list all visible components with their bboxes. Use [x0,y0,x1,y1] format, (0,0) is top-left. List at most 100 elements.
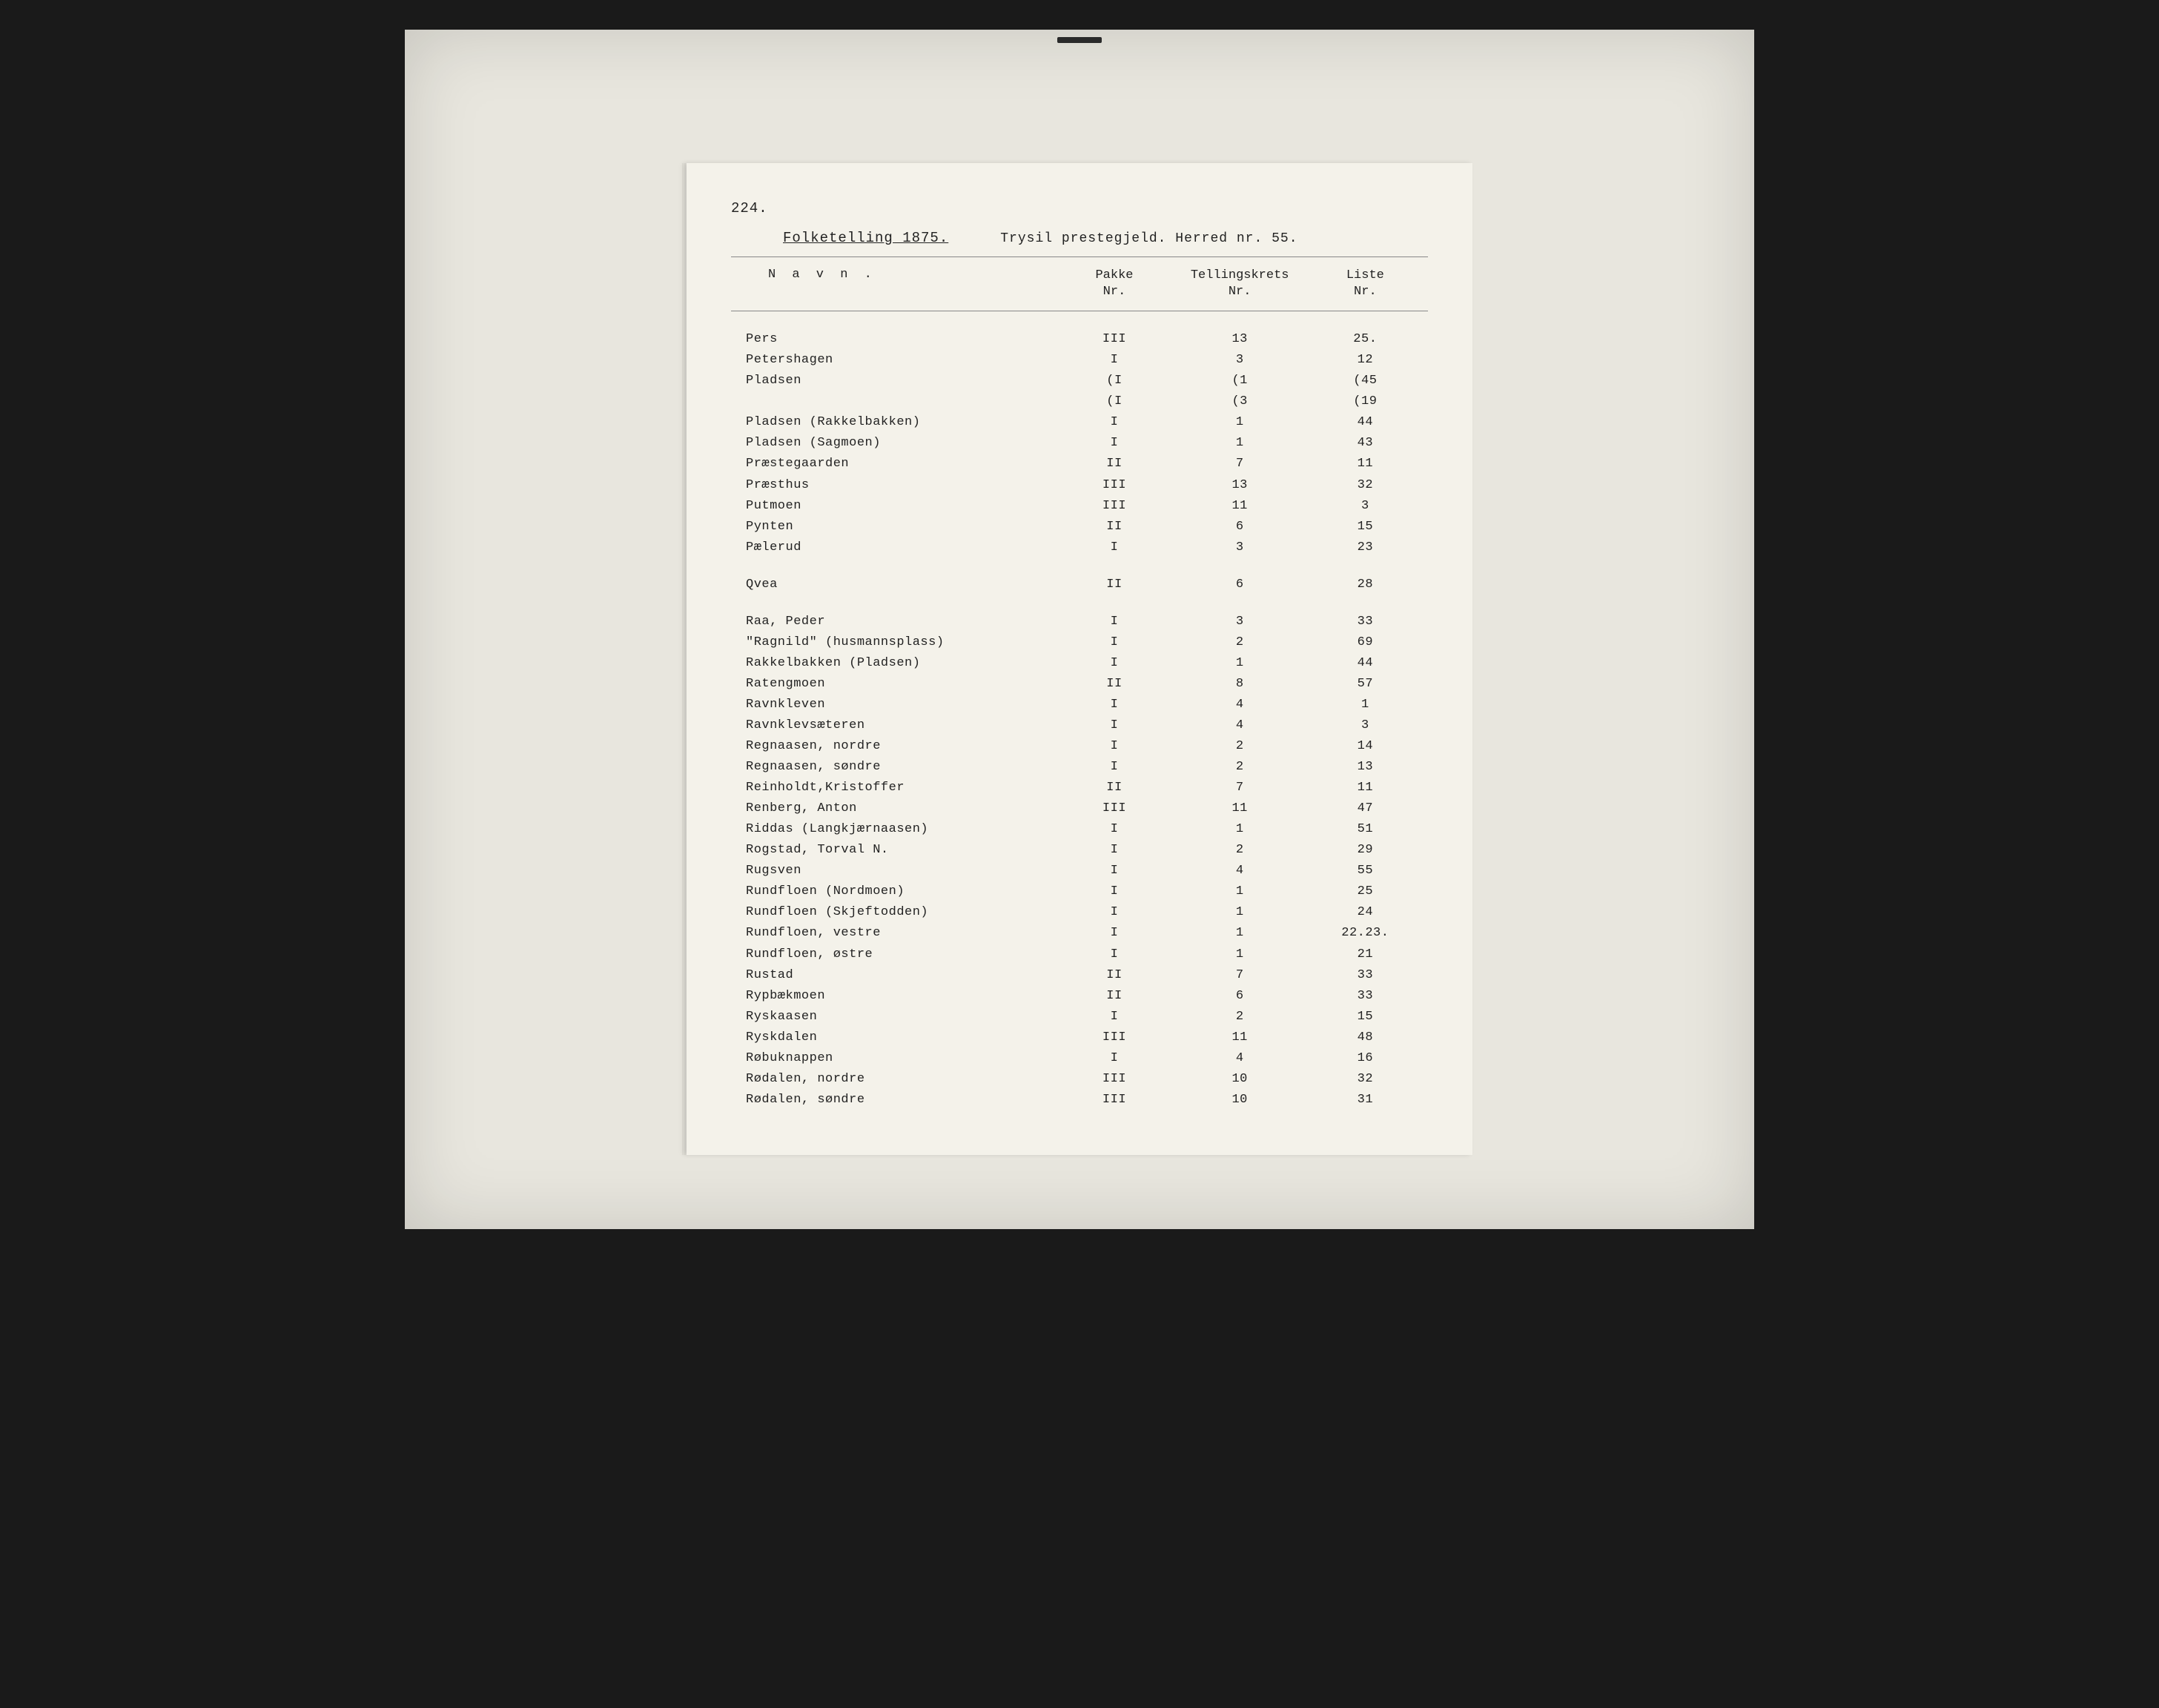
cell-telling: 4 [1177,861,1303,881]
table-row: (I(3(19 [731,391,1428,412]
cell-liste: 11 [1303,778,1428,798]
header-rule-top [731,256,1428,257]
cell-name: Raa, Peder [731,612,1051,632]
cell-pakke: I [1051,840,1177,861]
table-row: Rundfloen (Skjeftodden)I124 [731,902,1428,923]
table-row: RøbuknappenI416 [731,1048,1428,1069]
cell-pakke: III [1051,475,1177,496]
table-row: Regnaasen, søndreI213 [731,757,1428,778]
cell-liste: 28 [1303,575,1428,595]
cell-telling: 6 [1177,575,1303,595]
cell-liste: 48 [1303,1027,1428,1048]
cell-liste: 29 [1303,840,1428,861]
cell-telling: 2 [1177,736,1303,757]
cell-pakke: III [1051,1090,1177,1110]
cell-telling: 11 [1177,798,1303,819]
cell-name [731,391,1051,412]
cell-telling: 1 [1177,433,1303,454]
cell-liste: 55 [1303,861,1428,881]
cell-liste: 15 [1303,1007,1428,1027]
cell-pakke: II [1051,454,1177,474]
film-clip-mark [1057,37,1102,43]
cell-telling: 8 [1177,674,1303,695]
cell-liste: 14 [1303,736,1428,757]
table-row: PræsthusIII1332 [731,475,1428,496]
cell-pakke: II [1051,674,1177,695]
table-row: RyskdalenIII1148 [731,1027,1428,1048]
cell-telling: 1 [1177,412,1303,433]
cell-liste: 31 [1303,1090,1428,1110]
cell-liste: 33 [1303,612,1428,632]
cell-name: Reinholdt,Kristoffer [731,778,1051,798]
header-liste-line2: Nr. [1354,285,1377,299]
cell-pakke: I [1051,715,1177,736]
cell-liste: 21 [1303,944,1428,965]
cell-telling: 2 [1177,757,1303,778]
cell-liste: 51 [1303,819,1428,840]
table-row: Rogstad, Torval N.I229 [731,840,1428,861]
cell-name: Rødalen, søndre [731,1090,1051,1110]
cell-pakke: I [1051,902,1177,923]
cell-pakke: I [1051,923,1177,944]
table-row: RypbækmoenII633 [731,986,1428,1007]
table-row: Rundfloen (Nordmoen)I125 [731,881,1428,902]
table-header: N a v n . Pakke Nr. Tellingskrets Nr. Li… [731,260,1428,308]
cell-telling: 3 [1177,537,1303,558]
cell-telling: 4 [1177,715,1303,736]
table-row: RustadII733 [731,965,1428,986]
page-number: 224. [731,200,1428,216]
cell-telling: 4 [1177,695,1303,715]
table-row: RavnklevsæterenI43 [731,715,1428,736]
cell-liste: 33 [1303,965,1428,986]
cell-telling: (1 [1177,371,1303,391]
cell-pakke: I [1051,412,1177,433]
cell-name: Rundfloen, vestre [731,923,1051,944]
cell-telling: 3 [1177,612,1303,632]
table-row: Riddas (Langkjærnaasen)I151 [731,819,1428,840]
header-liste: Liste Nr. [1303,268,1428,300]
cell-name: Rundfloen (Skjeftodden) [731,902,1051,923]
cell-liste: (19 [1303,391,1428,412]
cell-telling: 1 [1177,923,1303,944]
cell-name: Regnaasen, søndre [731,757,1051,778]
cell-liste: 44 [1303,653,1428,674]
cell-name: Rundfloen, østre [731,944,1051,965]
cell-liste: 23 [1303,537,1428,558]
header-pakke: Pakke Nr. [1051,268,1177,300]
table-row: Rødalen, søndreIII1031 [731,1090,1428,1110]
table-row: RugsvenI455 [731,861,1428,881]
cell-telling: 1 [1177,819,1303,840]
cell-name: Pladsen (Sagmoen) [731,433,1051,454]
cell-pakke: I [1051,881,1177,902]
cell-pakke: I [1051,819,1177,840]
cell-liste: (45 [1303,371,1428,391]
cell-liste: 13 [1303,757,1428,778]
title-row: Folketelling 1875. Trysil prestegjeld. H… [731,230,1428,246]
table-row: Renberg, AntonIII1147 [731,798,1428,819]
cell-liste: 12 [1303,350,1428,371]
cell-liste: 43 [1303,433,1428,454]
cell-name: Ryskdalen [731,1027,1051,1048]
cell-pakke: II [1051,778,1177,798]
cell-name: Putmoen [731,496,1051,517]
table-row: RavnklevenI41 [731,695,1428,715]
cell-name: Pælerud [731,537,1051,558]
header-pakke-line1: Pakke [1095,268,1133,282]
cell-liste: 3 [1303,715,1428,736]
cell-pakke: I [1051,653,1177,674]
table-row: Rundfloen, østreI121 [731,944,1428,965]
cell-telling: 11 [1177,496,1303,517]
cell-pakke: I [1051,861,1177,881]
cell-name: "Ragnild" (husmannsplass) [731,632,1051,653]
cell-pakke: I [1051,433,1177,454]
cell-pakke: I [1051,350,1177,371]
cell-name: Rakkelbakken (Pladsen) [731,653,1051,674]
cell-telling: 2 [1177,632,1303,653]
cell-telling: 10 [1177,1090,1303,1110]
cell-pakke: I [1051,632,1177,653]
table-row: QveaII628 [731,575,1428,595]
cell-telling: 6 [1177,517,1303,537]
cell-telling: 1 [1177,944,1303,965]
cell-telling: 2 [1177,1007,1303,1027]
scan-frame: 224. Folketelling 1875. Trysil prestegje… [405,30,1754,1229]
